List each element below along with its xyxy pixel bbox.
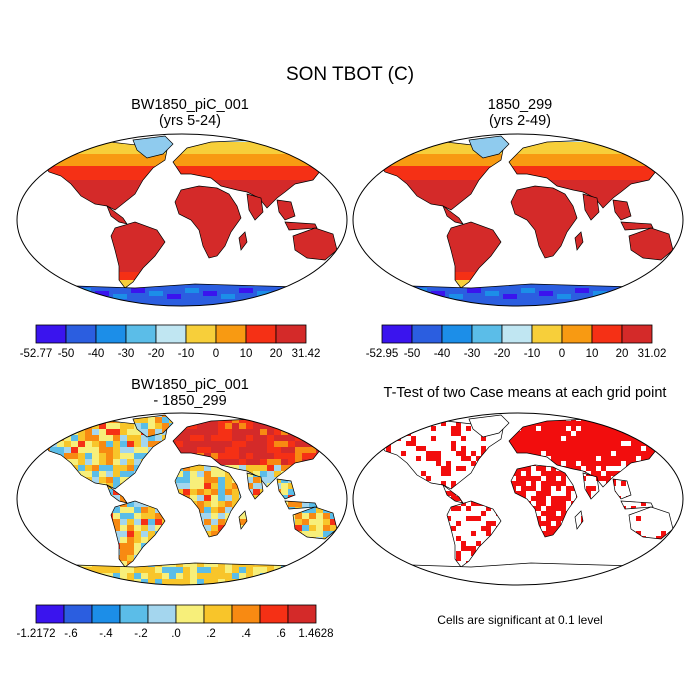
continent-seasia <box>276 199 296 221</box>
colorbar-3-label-3: -.2 <box>134 628 147 640</box>
continent-greenland <box>468 135 510 159</box>
map-panel-4-ttest-significance <box>352 412 684 586</box>
continent-australia <box>292 227 338 261</box>
colorbar-3-label-7: .6 <box>276 628 286 640</box>
colorbar-3-box-3 <box>119 604 149 624</box>
colorbar-panel-1: -52.77 -50 -40 -30 -20 -10 0 10 20 31.42 <box>20 324 320 360</box>
colorbar-panel-3: -1.2172 -.6 -.4 -.2 .0 .2 .4 .6 1.4628 <box>16 604 334 640</box>
significance-note: Cells are significant at 0.1 level <box>360 613 680 627</box>
colorbar-3-box-1 <box>63 604 93 624</box>
panel-3-title-line2: - 1850_299 <box>30 393 350 409</box>
continent-greenland <box>468 414 510 438</box>
colorbar-1-box-6 <box>215 324 247 344</box>
map-border <box>16 133 348 307</box>
continent-antarctica <box>20 283 344 306</box>
map-border <box>16 412 348 586</box>
colorbar-1-label-4: -20 <box>148 348 165 360</box>
colorbar-1-label-1: -50 <box>58 348 75 360</box>
colorbar-2-label-8: 20 <box>616 348 629 360</box>
colorbar-1-label-5: -10 <box>178 348 195 360</box>
colorbar-1-label-3: -30 <box>118 348 135 360</box>
continent-madagascar <box>238 231 248 251</box>
colorbar-2-label-1: -50 <box>404 348 421 360</box>
colorbar-3-box-2 <box>91 604 121 624</box>
colorbar-1-label-9: 31.42 <box>292 348 321 360</box>
map-border <box>352 133 684 307</box>
map-panel-2-case2-temperature <box>352 133 684 307</box>
colorbar-1-box-0 <box>35 324 67 344</box>
colorbar-2-box-0 <box>381 324 413 344</box>
continent-seasia <box>612 199 632 221</box>
colorbar-1-label-6: 0 <box>213 348 219 360</box>
continent-sasia <box>246 193 264 221</box>
colorbar-3-box-8 <box>259 604 289 624</box>
continent-greenland <box>132 135 174 159</box>
colorbar-2-label-6: 0 <box>559 348 565 360</box>
colorbar-2-label-9: 31.02 <box>638 348 667 360</box>
colorbar-3-label-2: -.4 <box>99 628 113 640</box>
colorbar-3-box-4 <box>147 604 177 624</box>
colorbar-2-label-5: -10 <box>524 348 541 360</box>
colorbar-1-box-3 <box>125 324 157 344</box>
colorbar-1-label-7: 10 <box>240 348 253 360</box>
colorbar-3-box-5 <box>175 604 205 624</box>
continent-indonesia <box>620 221 654 231</box>
colorbar-1-box-2 <box>95 324 127 344</box>
colorbar-1-box-5 <box>185 324 217 344</box>
colorbar-2-box-2 <box>441 324 473 344</box>
colorbar-3-label-5: .2 <box>206 628 216 640</box>
colorbar-2-label-3: -30 <box>464 348 481 360</box>
colorbar-1-label-8: 20 <box>270 348 283 360</box>
panel-3-title: BW1850_piC_001 - 1850_299 <box>30 377 350 409</box>
colorbar-2-label-0: -52.95 <box>366 348 399 360</box>
continent-sasia <box>582 193 600 221</box>
panel-2-title-line2: (yrs 2-49) <box>360 113 680 129</box>
colorbar-2-box-4 <box>501 324 533 344</box>
panel-2-title: 1850_299 (yrs 2-49) <box>360 97 680 129</box>
colorbar-1-box-4 <box>155 324 187 344</box>
panel-3-title-line1: BW1850_piC_001 <box>30 377 350 393</box>
figure-title: SON TBOT (C) <box>0 64 700 86</box>
continent-indonesia <box>284 221 318 231</box>
panel-2-title-line1: 1850_299 <box>360 97 680 113</box>
colorbar-2-box-3 <box>471 324 503 344</box>
map-panel-1-case1-temperature <box>16 133 348 307</box>
colorbar-3-box-6 <box>203 604 233 624</box>
colorbar-2-box-5 <box>531 324 563 344</box>
panel-1-title-line1: BW1850_piC_001 <box>30 97 350 113</box>
colorbar-3-label-0: -1.2172 <box>16 628 55 640</box>
colorbar-3-box-0 <box>35 604 65 624</box>
colorbar-3-box-7 <box>231 604 261 624</box>
colorbar-2-box-8 <box>621 324 653 344</box>
colorbar-1-box-8 <box>275 324 307 344</box>
colorbar-2-label-4: -20 <box>494 348 511 360</box>
panel-1-title: BW1850_piC_001 (yrs 5-24) <box>30 97 350 129</box>
map-border <box>352 412 684 586</box>
colorbar-1-label-0: -52.77 <box>20 348 53 360</box>
map-panel-3-difference <box>16 412 348 586</box>
colorbar-3-label-4: .0 <box>171 628 181 640</box>
panel-1-title-line2: (yrs 5-24) <box>30 113 350 129</box>
colorbar-3-label-1: -.6 <box>64 628 77 640</box>
colorbar-2-label-2: -40 <box>434 348 451 360</box>
colorbar-2-box-7 <box>591 324 623 344</box>
continent-madagascar <box>574 231 584 251</box>
continent-sasia <box>582 472 600 500</box>
colorbar-panel-2: -52.95 -50 -40 -30 -20 -10 0 10 20 31.02 <box>366 324 666 360</box>
colorbar-3-label-8: 1.4628 <box>298 628 333 640</box>
colorbar-3-label-6: .4 <box>241 628 251 640</box>
colorbar-1-box-7 <box>245 324 277 344</box>
continent-seasia <box>276 478 296 500</box>
panel-4-title: T-Test of two Case means at each grid po… <box>355 385 695 401</box>
colorbar-3-box-9 <box>287 604 317 624</box>
colorbar-1-box-1 <box>65 324 97 344</box>
colorbar-1-label-2: -40 <box>88 348 105 360</box>
colorbar-2-box-1 <box>411 324 443 344</box>
continent-antarctica <box>356 283 680 306</box>
colorbar-2-label-7: 10 <box>586 348 599 360</box>
colorbar-2-box-6 <box>561 324 593 344</box>
